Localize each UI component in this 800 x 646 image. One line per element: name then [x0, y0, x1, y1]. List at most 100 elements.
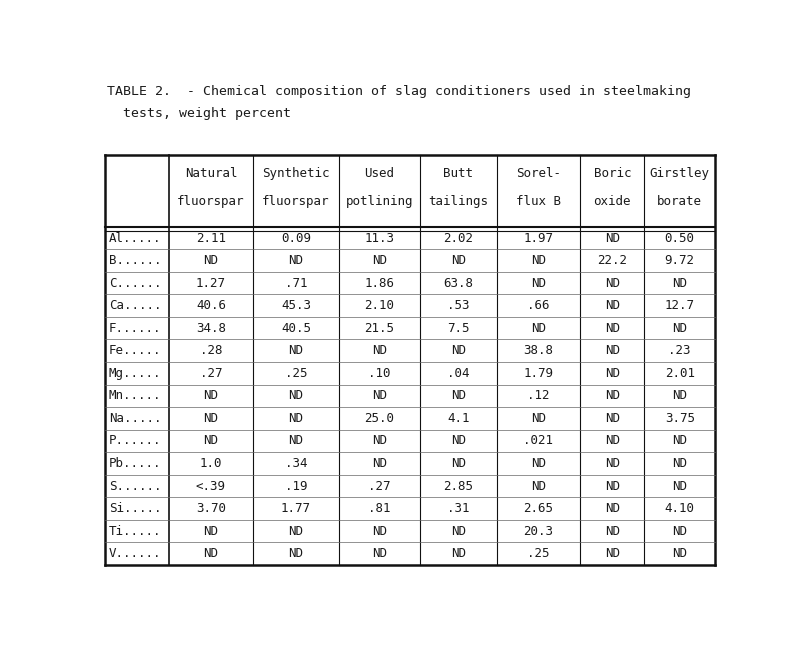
Text: ND: ND: [605, 435, 620, 448]
Text: 63.8: 63.8: [443, 276, 473, 289]
Text: B......: B......: [109, 254, 161, 267]
Text: <.39: <.39: [196, 479, 226, 492]
Text: ND: ND: [531, 479, 546, 492]
Text: ND: ND: [605, 390, 620, 402]
Text: fluorspar: fluorspar: [177, 195, 245, 208]
Text: ND: ND: [605, 547, 620, 560]
Text: ND: ND: [531, 276, 546, 289]
Text: .19: .19: [285, 479, 307, 492]
Text: ND: ND: [203, 254, 218, 267]
Text: Al.....: Al.....: [109, 231, 161, 245]
Text: 7.5: 7.5: [447, 322, 470, 335]
Text: borate: borate: [658, 195, 702, 208]
Text: Ca.....: Ca.....: [109, 299, 161, 312]
Text: ND: ND: [672, 435, 687, 448]
Text: 1.27: 1.27: [196, 276, 226, 289]
Text: 40.6: 40.6: [196, 299, 226, 312]
Text: ND: ND: [672, 322, 687, 335]
Text: flux B: flux B: [516, 195, 561, 208]
Text: 12.7: 12.7: [665, 299, 694, 312]
Text: .12: .12: [527, 390, 550, 402]
Text: 1.79: 1.79: [523, 367, 554, 380]
Text: ND: ND: [372, 344, 387, 357]
Text: ND: ND: [605, 299, 620, 312]
Text: Mg.....: Mg.....: [109, 367, 161, 380]
Text: ND: ND: [289, 525, 303, 537]
Text: 1.97: 1.97: [523, 231, 554, 245]
Text: 34.8: 34.8: [196, 322, 226, 335]
Text: 4.1: 4.1: [447, 412, 470, 425]
Text: ND: ND: [605, 367, 620, 380]
Text: 20.3: 20.3: [523, 525, 554, 537]
Text: .04: .04: [447, 367, 470, 380]
Text: .66: .66: [527, 299, 550, 312]
Text: ND: ND: [605, 502, 620, 515]
Text: ND: ND: [289, 344, 303, 357]
Text: ND: ND: [289, 435, 303, 448]
Text: C......: C......: [109, 276, 161, 289]
Text: ND: ND: [531, 457, 546, 470]
Text: .28: .28: [200, 344, 222, 357]
Text: ND: ND: [289, 412, 303, 425]
Text: oxide: oxide: [594, 195, 631, 208]
Text: Natural: Natural: [185, 167, 237, 180]
Text: ND: ND: [289, 547, 303, 560]
Text: ND: ND: [203, 435, 218, 448]
Text: Synthetic: Synthetic: [262, 167, 330, 180]
Text: 1.86: 1.86: [365, 276, 394, 289]
Text: 9.72: 9.72: [665, 254, 694, 267]
Text: ND: ND: [605, 276, 620, 289]
Text: Ti.....: Ti.....: [109, 525, 161, 537]
Text: ND: ND: [203, 525, 218, 537]
Text: ND: ND: [450, 457, 466, 470]
Text: 40.5: 40.5: [281, 322, 311, 335]
Text: ND: ND: [672, 390, 687, 402]
Text: ND: ND: [605, 525, 620, 537]
Text: tailings: tailings: [428, 195, 488, 208]
Text: F......: F......: [109, 322, 161, 335]
Text: .25: .25: [285, 367, 307, 380]
Text: 38.8: 38.8: [523, 344, 554, 357]
Text: .71: .71: [285, 276, 307, 289]
Text: ND: ND: [531, 254, 546, 267]
Text: .25: .25: [527, 547, 550, 560]
Text: 2.02: 2.02: [443, 231, 473, 245]
Text: ND: ND: [372, 390, 387, 402]
Text: 22.2: 22.2: [598, 254, 627, 267]
Text: ND: ND: [531, 322, 546, 335]
Text: Sorel-: Sorel-: [516, 167, 561, 180]
Text: Na.....: Na.....: [109, 412, 161, 425]
Text: Mn.....: Mn.....: [109, 390, 161, 402]
Text: ND: ND: [372, 435, 387, 448]
Text: ND: ND: [372, 525, 387, 537]
Text: 4.10: 4.10: [665, 502, 694, 515]
Text: .81: .81: [368, 502, 390, 515]
Text: .31: .31: [447, 502, 470, 515]
Text: 2.65: 2.65: [523, 502, 554, 515]
Text: Butt: Butt: [443, 167, 473, 180]
Text: ND: ND: [372, 547, 387, 560]
Text: ND: ND: [450, 435, 466, 448]
Text: ND: ND: [605, 479, 620, 492]
Text: Used: Used: [365, 167, 394, 180]
Text: 0.50: 0.50: [665, 231, 694, 245]
Text: ND: ND: [672, 525, 687, 537]
Text: ND: ND: [450, 390, 466, 402]
Text: ND: ND: [672, 547, 687, 560]
Text: .23: .23: [669, 344, 691, 357]
Text: ND: ND: [450, 344, 466, 357]
Text: ND: ND: [372, 254, 387, 267]
Text: P......: P......: [109, 435, 161, 448]
Text: 21.5: 21.5: [365, 322, 394, 335]
Text: 1.0: 1.0: [200, 457, 222, 470]
Text: ND: ND: [203, 547, 218, 560]
Text: ND: ND: [605, 231, 620, 245]
Text: ND: ND: [450, 525, 466, 537]
Text: Si.....: Si.....: [109, 502, 161, 515]
Text: ND: ND: [372, 457, 387, 470]
Text: Fe.....: Fe.....: [109, 344, 161, 357]
Text: Boric: Boric: [594, 167, 631, 180]
Text: Pb.....: Pb.....: [109, 457, 161, 470]
Text: ND: ND: [203, 412, 218, 425]
Text: 25.0: 25.0: [365, 412, 394, 425]
